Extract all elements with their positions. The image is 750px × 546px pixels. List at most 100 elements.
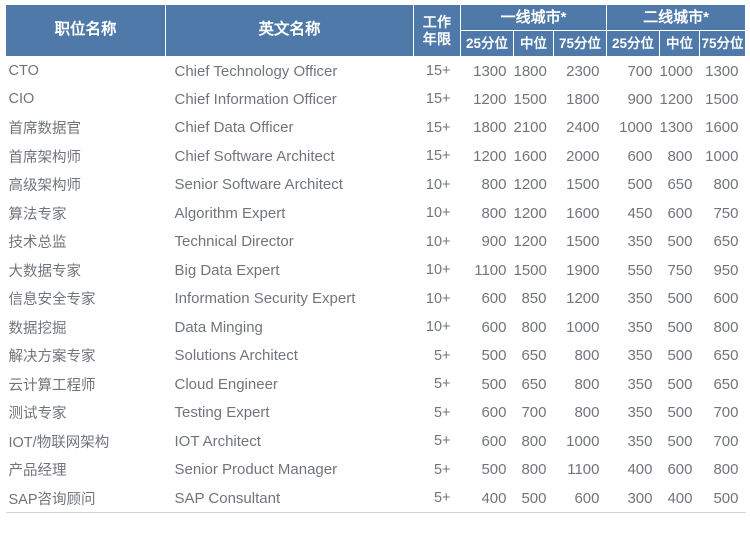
cell-work-years: 15+	[425, 91, 451, 108]
cell-tier1-median: 800	[521, 432, 547, 450]
table-row[interactable]: 大数据专家 Big Data Expert 10+ 1100 1500 1900 550 75…	[6, 256, 746, 285]
cell-tier1-median: 700	[521, 404, 547, 422]
cell-tier2-median: 500	[667, 375, 693, 393]
cell-work-years: 10+	[425, 205, 451, 222]
cell-tier2-p25: 350	[627, 318, 653, 336]
table-row[interactable]: 产品经理 Senior Product Manager 5+ 500 800 1100 40…	[6, 456, 746, 485]
column-header-tier1-median[interactable]: 中位	[513, 30, 554, 57]
cell-tier1-p75: 1900	[566, 261, 600, 279]
cell-tier2-p25: 350	[627, 290, 653, 308]
cell-tier1-median: 1200	[513, 204, 547, 222]
table-row[interactable]: 算法专家 Algorithm Expert 10+ 800 1200 1600 450 600…	[6, 199, 746, 228]
table-row[interactable]: CTO Chief Technology Officer 15+ 1300 1800 23…	[6, 57, 746, 86]
cell-tier2-p75: 1500	[705, 90, 739, 108]
column-header-tier2-p75[interactable]: 75分位	[699, 30, 746, 57]
table-row[interactable]: 解决方案专家 Solutions Architect 5+ 500 650 800 350 5…	[6, 342, 746, 371]
cell-work-years: 10+	[425, 290, 451, 307]
cell-position-name: IOT/物联网架构	[8, 434, 110, 451]
cell-position-name: 首席数据官	[8, 121, 82, 138]
cell-tier1-median: 1200	[513, 233, 547, 251]
cell-tier1-median: 2100	[513, 119, 547, 137]
cell-tier2-median: 500	[667, 432, 693, 450]
table-row[interactable]: 信息安全专家 Information Security Expert 10+ 600 8…	[6, 285, 746, 314]
cell-english-name: Chief Technology Officer	[174, 62, 338, 80]
table-row[interactable]: SAP咨询顾问 SAP Consultant 5+ 400 500 600 300 400 50…	[5, 484, 746, 513]
cell-tier2-p25: 550	[627, 261, 653, 279]
cell-tier2-p25: 400	[627, 461, 653, 479]
cell-tier1-p25: 800	[481, 176, 507, 194]
cell-position-name: 信息安全专家	[8, 292, 96, 309]
cell-tier1-median: 1800	[513, 62, 547, 80]
table-row[interactable]: 首席数据官 Chief Data Officer 15+ 1800 2100 2400 10…	[6, 114, 746, 143]
table-row[interactable]: IOT/物联网架构 IOT Architect 5+ 600 800 1000 350 500…	[6, 427, 746, 456]
cell-english-name: Data Minging	[174, 318, 263, 336]
cell-tier2-p75: 600	[713, 290, 739, 308]
column-header-english-name[interactable]: 英文名称	[165, 4, 414, 57]
cell-position-name: 技术总监	[8, 235, 67, 252]
cell-tier2-p25: 600	[627, 147, 653, 165]
cell-position-name: 算法专家	[8, 206, 67, 223]
cell-tier2-median: 500	[667, 290, 693, 308]
table-row[interactable]: 高级架构师 Senior Software Architect 10+ 800 1200…	[6, 171, 746, 200]
cell-tier2-p25: 900	[627, 90, 653, 108]
cell-tier1-p75: 2300	[566, 62, 600, 80]
cell-tier1-p75: 2400	[566, 119, 600, 137]
cell-tier1-p75: 1000	[566, 318, 600, 336]
cell-tier2-p75: 700	[713, 404, 739, 422]
cell-work-years: 5+	[413, 484, 461, 513]
cell-tier2-p25: 300	[606, 484, 660, 513]
cell-tier1-p25: 1300	[473, 62, 507, 80]
cell-english-name: Senior Product Manager	[174, 461, 338, 479]
table-row[interactable]: 测试专家 Testing Expert 5+ 600 700 800 350 500 700	[6, 399, 746, 428]
table-row[interactable]: 数据挖掘 Data Minging 10+ 600 800 1000 350 500 800	[6, 313, 746, 342]
cell-tier2-p75: 1600	[705, 119, 739, 137]
cell-tier1-median: 1600	[513, 147, 547, 165]
cell-tier1-p25: 400	[460, 484, 514, 513]
cell-work-years: 15+	[425, 148, 451, 165]
cell-tier2-median: 400	[659, 484, 700, 513]
cell-work-years: 10+	[425, 262, 451, 279]
cell-work-years: 5+	[433, 376, 451, 393]
column-header-work-years[interactable]: 工作 年限	[413, 4, 461, 57]
cell-tier1-p25: 500	[481, 461, 507, 479]
cell-tier1-median: 1500	[513, 261, 547, 279]
cell-tier2-p75: 750	[713, 204, 739, 222]
cell-tier1-p75: 1600	[566, 204, 600, 222]
cell-tier2-p25: 350	[627, 347, 653, 365]
cell-tier2-p75: 800	[713, 176, 739, 194]
table-row[interactable]: 技术总监 Technical Director 10+ 900 1200 1500 350 5…	[6, 228, 746, 257]
cell-tier2-median: 750	[667, 261, 693, 279]
cell-english-name: Technical Director	[174, 233, 294, 251]
cell-tier2-p75: 700	[713, 432, 739, 450]
cell-tier1-median: 500	[513, 484, 554, 513]
cell-tier2-p25: 350	[627, 432, 653, 450]
cell-tier1-p75: 1100	[567, 461, 600, 479]
cell-work-years: 10+	[425, 176, 451, 193]
column-header-tier2-median[interactable]: 中位	[659, 30, 700, 57]
table-row[interactable]: 首席架构师 Chief Software Architect 15+ 1200 1600…	[6, 142, 746, 171]
cell-tier1-p25: 600	[481, 404, 507, 422]
cell-tier2-p25: 450	[627, 204, 653, 222]
column-header-tier1-p25[interactable]: 25分位	[460, 30, 514, 57]
cell-tier1-p75: 600	[553, 484, 607, 513]
table-row[interactable]: CIO Chief Information Officer 15+ 1200 1500 1…	[6, 85, 746, 114]
column-header-position-name[interactable]: 职位名称	[5, 4, 166, 57]
cell-tier2-median: 500	[667, 233, 693, 251]
cell-work-years: 5+	[433, 404, 451, 421]
cell-english-name: Big Data Expert	[174, 261, 280, 279]
cell-position-name: 首席架构师	[8, 149, 82, 166]
cell-tier2-p75: 650	[713, 375, 739, 393]
column-header-tier1-p75[interactable]: 75分位	[553, 30, 607, 57]
column-group-header-tier2-city[interactable]: 二线城市*	[606, 4, 746, 31]
cell-position-name: 云计算工程师	[8, 377, 96, 394]
work-years-line-1: 工作	[422, 13, 452, 30]
column-group-header-tier1-city[interactable]: 一线城市*	[460, 4, 607, 31]
table-body: CTO Chief Technology Officer 15+ 1300 1800 23…	[5, 57, 746, 513]
column-header-tier2-p25[interactable]: 25分位	[606, 30, 660, 57]
table-row[interactable]: 云计算工程师 Cloud Engineer 5+ 500 650 800 350 500 650	[6, 370, 746, 399]
cell-position-name: 大数据专家	[8, 263, 82, 280]
cell-tier1-p25: 900	[481, 233, 507, 251]
cell-tier1-p75: 1000	[566, 432, 600, 450]
cell-tier1-median: 1500	[513, 90, 547, 108]
